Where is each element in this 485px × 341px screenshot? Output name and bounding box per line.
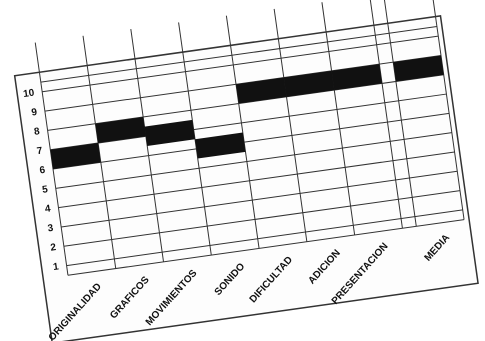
grid-line xyxy=(42,35,439,93)
column-line xyxy=(273,8,308,242)
grid-line xyxy=(66,209,463,267)
score-band xyxy=(144,119,196,146)
column-line xyxy=(321,2,356,236)
y-tick-label: 2 xyxy=(50,242,57,254)
card-border xyxy=(13,15,479,341)
score-band xyxy=(283,70,335,97)
y-tick-label: 10 xyxy=(22,88,35,101)
y-tick-label: 8 xyxy=(33,126,40,138)
grid-line xyxy=(55,132,452,189)
y-tick-label: 3 xyxy=(47,223,54,235)
y-tick-label: 9 xyxy=(31,107,38,119)
y-tick-label: 1 xyxy=(52,261,59,273)
score-band xyxy=(195,132,246,159)
y-tick-label: 6 xyxy=(39,165,46,177)
column-line xyxy=(225,15,260,249)
y-tick-label: 7 xyxy=(36,145,43,157)
grid-line xyxy=(52,112,450,170)
grid-line-bottom xyxy=(67,219,465,276)
column-line xyxy=(430,0,465,220)
score-band xyxy=(393,55,444,82)
grid-line xyxy=(63,190,461,247)
score-band xyxy=(95,116,146,144)
y-tick-label: 5 xyxy=(42,184,49,196)
score-band xyxy=(236,77,287,104)
grid-line xyxy=(61,170,458,228)
y-tick-label: 4 xyxy=(44,203,51,215)
grid-line-top xyxy=(40,25,437,83)
column-line xyxy=(369,0,403,229)
column-line xyxy=(383,0,417,227)
grid-line xyxy=(58,151,455,209)
score-band xyxy=(331,64,383,91)
score-band xyxy=(50,143,101,170)
